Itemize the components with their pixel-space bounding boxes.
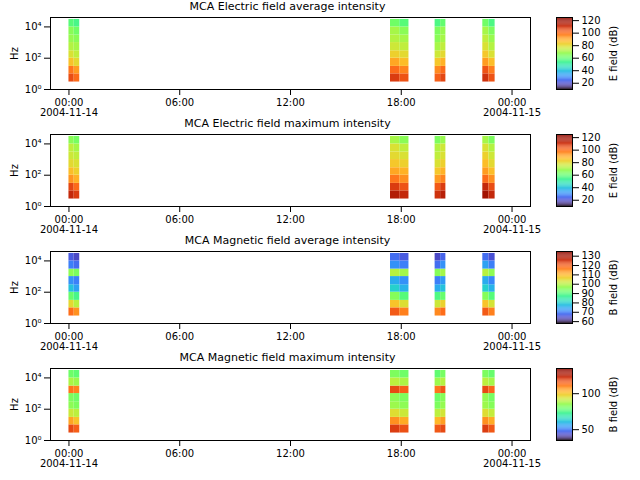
svg-text:18:00: 18:00	[387, 97, 416, 108]
svg-text:10⁰: 10⁰	[25, 318, 42, 329]
svg-text:10²: 10²	[25, 169, 42, 180]
svg-text:E field (dB): E field (dB)	[608, 26, 619, 81]
svg-text:12:00: 12:00	[276, 97, 305, 108]
svg-text:10⁴: 10⁴	[25, 372, 42, 383]
svg-text:120: 120	[582, 15, 601, 26]
svg-text:80: 80	[581, 297, 595, 309]
html-text:MCA Electric field maximum int: MCA Electric field maximum intensity	[184, 117, 391, 130]
svg-text:60: 60	[582, 52, 595, 63]
svg-text:10⁰: 10⁰	[25, 201, 42, 212]
svg-text:00:002004-11-14: 00:002004-11-14	[40, 448, 98, 468]
svg-text:00:002004-11-15: 00:002004-11-15	[483, 214, 541, 234]
svg-text:110: 110	[581, 269, 601, 281]
svg-text:100: 100	[582, 388, 601, 399]
svg-text:10⁰: 10⁰	[25, 435, 42, 446]
svg-text:40: 40	[582, 182, 595, 193]
svg-text:10²: 10²	[25, 52, 42, 63]
svg-text:18:00: 18:00	[387, 214, 416, 225]
html-text:MCA Magnetic field maximum int: MCA Magnetic field maximum intensity	[179, 351, 396, 364]
svg-text:130: 130	[582, 250, 601, 261]
svg-text:00:002004-11-14: 00:002004-11-14	[40, 331, 98, 351]
svg-text:10⁴: 10⁴	[25, 255, 42, 266]
svg-text:00:002004-11-14: 00:002004-11-14	[40, 97, 98, 117]
svg-text:Hz: Hz	[9, 281, 20, 294]
svg-text:18:00: 18:00	[387, 448, 416, 459]
svg-text:10²: 10²	[25, 403, 42, 414]
html-text:MCA Magnetic field average int: MCA Magnetic field average intensity	[184, 234, 391, 247]
html-text:MCA Electric field average int: MCA Electric field average intensity	[189, 0, 386, 13]
svg-text:Hz: Hz	[9, 398, 20, 411]
svg-text:50: 50	[582, 424, 595, 435]
svg-text:20: 20	[582, 77, 595, 88]
svg-text:60: 60	[582, 169, 595, 180]
svg-text:120: 120	[582, 132, 601, 143]
svg-text:12:00: 12:00	[276, 331, 305, 342]
svg-text:120: 120	[581, 259, 601, 271]
svg-text:B field (dB): B field (dB)	[608, 377, 619, 433]
svg-text:10²: 10²	[25, 286, 42, 297]
svg-text:06:00: 06:00	[165, 448, 194, 459]
svg-text:Hz: Hz	[9, 47, 20, 60]
svg-text:10⁴: 10⁴	[25, 21, 42, 32]
svg-text:Hz: Hz	[9, 164, 20, 177]
svg-text:00:002004-11-15: 00:002004-11-15	[483, 97, 541, 117]
svg-text:00:002004-11-14: 00:002004-11-14	[40, 214, 98, 234]
svg-text:E field (dB): E field (dB)	[608, 143, 619, 198]
svg-text:06:00: 06:00	[165, 331, 194, 342]
svg-text:90: 90	[581, 287, 595, 299]
svg-text:12:00: 12:00	[276, 214, 305, 225]
svg-text:06:00: 06:00	[165, 97, 194, 108]
svg-text:10⁴: 10⁴	[25, 138, 42, 149]
svg-text:20: 20	[582, 194, 595, 205]
svg-text:B field (dB): B field (dB)	[608, 260, 619, 316]
svg-text:60: 60	[581, 315, 595, 327]
svg-text:18:00: 18:00	[387, 331, 416, 342]
svg-text:100: 100	[581, 278, 601, 290]
svg-text:100: 100	[582, 27, 601, 38]
svg-text:80: 80	[582, 40, 595, 51]
svg-text:06:00: 06:00	[165, 214, 194, 225]
svg-text:00:002004-11-15: 00:002004-11-15	[483, 331, 541, 351]
svg-text:70: 70	[581, 306, 595, 318]
svg-text:40: 40	[582, 65, 595, 76]
svg-text:10⁰: 10⁰	[25, 84, 42, 95]
svg-text:00:002004-11-15: 00:002004-11-15	[483, 448, 541, 468]
svg-text:80: 80	[582, 157, 595, 168]
svg-text:12:00: 12:00	[276, 448, 305, 459]
svg-text:100: 100	[582, 144, 601, 155]
